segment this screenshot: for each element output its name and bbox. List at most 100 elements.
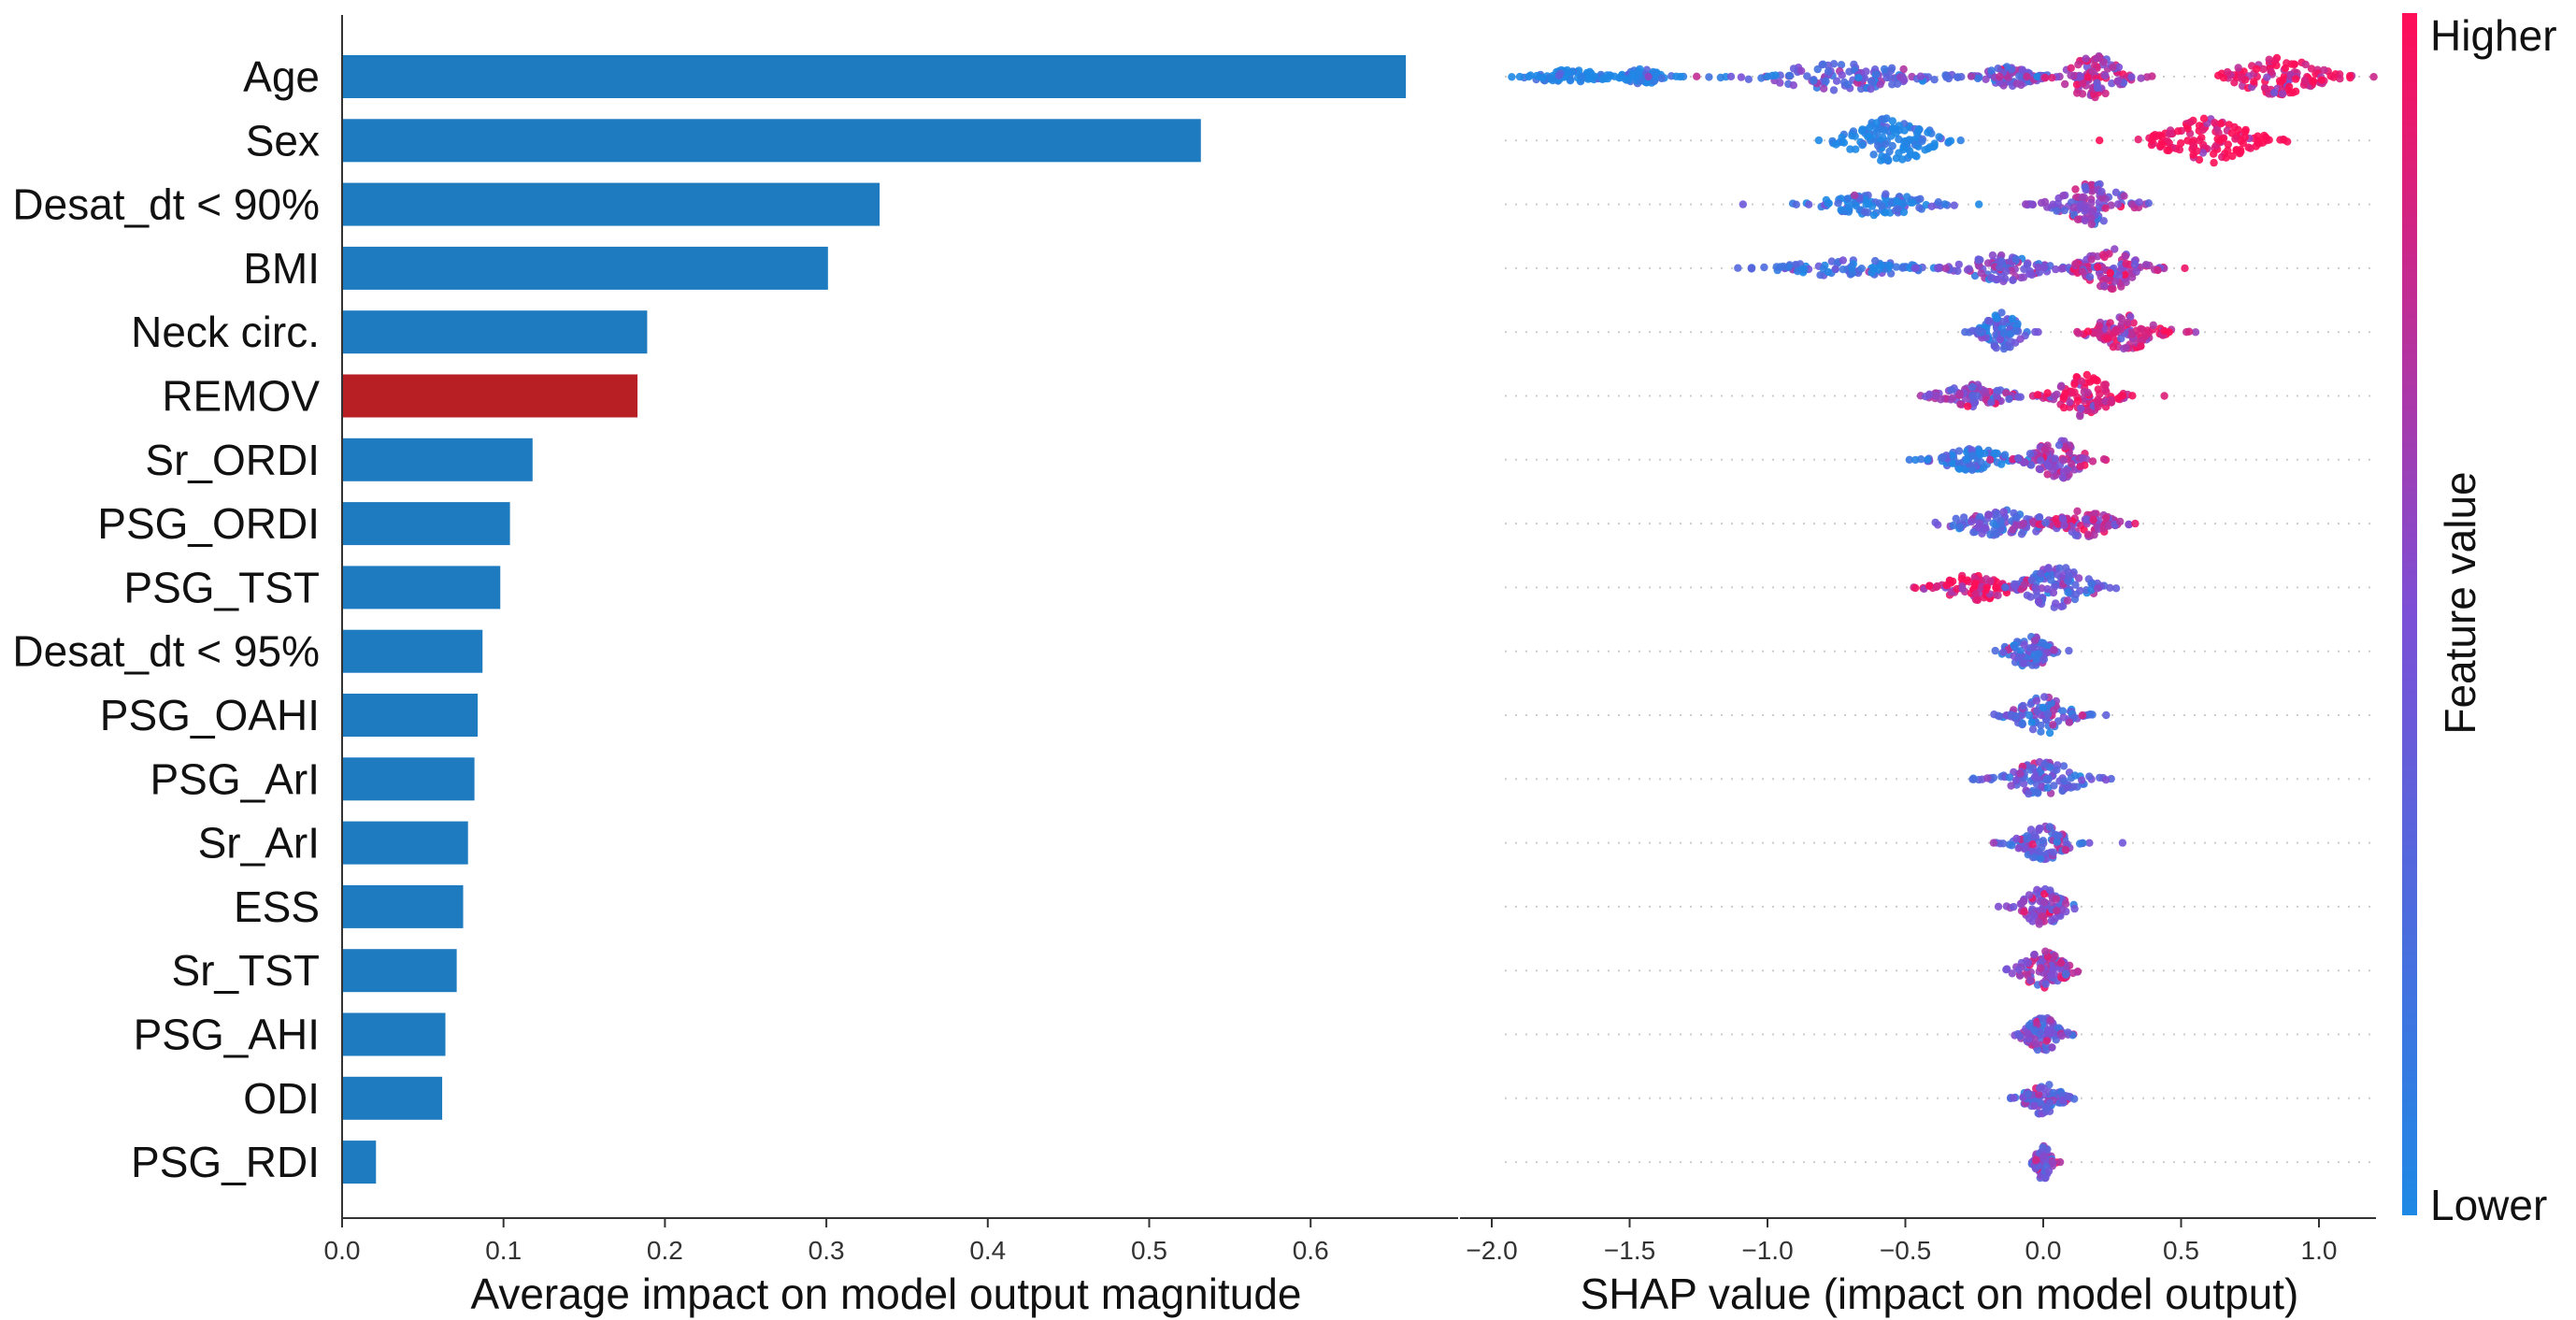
beeswarm-point [2087, 180, 2096, 189]
beeswarm-point [2025, 1090, 2033, 1098]
beeswarm-point [2026, 825, 2036, 834]
beeswarm-point [2154, 265, 2162, 275]
beeswarm-point [2270, 88, 2279, 97]
beeswarm-point [1867, 85, 1875, 93]
beeswarm-point [2014, 844, 2023, 853]
bar-feature-label: ESS [234, 882, 320, 931]
beeswarm-point [1868, 78, 1876, 86]
beeswarm-point [2011, 643, 2019, 652]
beeswarm-point [2069, 782, 2078, 791]
beeswarm-point [1999, 329, 2009, 337]
beeswarm-point [1974, 256, 1983, 265]
beeswarm-point [1734, 264, 1742, 272]
beeswarm-point [1968, 326, 1977, 335]
beeswarm-point [1900, 76, 1909, 84]
beeswarm-point [2227, 129, 2237, 137]
beeswarm-point [2020, 640, 2028, 649]
beeswarm-point [2056, 958, 2066, 968]
beeswarm-point [2030, 1101, 2039, 1111]
beeswarm-point [2039, 906, 2047, 915]
beeswarm-point [2028, 840, 2037, 849]
beeswarm-point [2088, 67, 2097, 76]
beeswarm-point [2210, 158, 2218, 167]
beeswarm-point [1866, 123, 1874, 132]
beeswarm-point [2101, 380, 2111, 389]
beeswarm-point [2058, 707, 2068, 715]
beeswarm-point [2117, 335, 2125, 343]
beeswarm-point [1880, 65, 1889, 74]
bar [342, 119, 1201, 163]
beeswarm-point [2066, 398, 2074, 407]
beeswarm-point [2104, 522, 2112, 530]
beeswarm-point [2051, 582, 2059, 591]
beeswarm-point [1834, 199, 1842, 208]
beeswarm-point [2043, 1028, 2052, 1038]
beeswarm-point [2089, 515, 2097, 524]
beeswarm-point [2023, 591, 2032, 599]
beeswarm-point [2032, 696, 2041, 705]
beeswarm-point [1990, 342, 1998, 351]
beeswarm-point [2288, 88, 2297, 97]
beeswarm-point [2045, 823, 2054, 831]
beeswarm-point [2149, 132, 2157, 140]
beeswarm-point [1869, 151, 1878, 159]
beeswarm-point [2041, 74, 2050, 82]
beeswarm-point [1997, 251, 2006, 260]
beeswarm-point [2062, 564, 2070, 572]
bar-feature-label: PSG_TST [123, 563, 320, 611]
beeswarm-point [2142, 73, 2152, 81]
beeswarm-point [2052, 895, 2060, 903]
beeswarm-point [2122, 259, 2130, 268]
beeswarm-point [2061, 79, 2069, 89]
beeswarm-point [2108, 79, 2116, 88]
beeswarm-point [2087, 214, 2096, 222]
beeswarm-point [1819, 60, 1827, 69]
beeswarm-x-tick-label: −2.0 [1466, 1236, 1517, 1265]
beeswarm-point [2081, 182, 2089, 192]
beeswarm-point [2122, 343, 2130, 352]
beeswarm-point [2005, 773, 2014, 782]
bar-feature-label: Desat_dt < 95% [12, 627, 320, 676]
beeswarm-panel: −2.0 −1.5 −1.0 −0.5 0.0 0.5 1.0 SHAP value (im… [1460, 51, 2378, 1318]
beeswarm-point [2027, 718, 2036, 726]
beeswarm-point [1940, 200, 1949, 208]
beeswarm-point [1996, 72, 2004, 81]
beeswarm-point [2051, 952, 2059, 960]
beeswarm-point [2085, 839, 2094, 847]
beeswarm-point [1797, 66, 1806, 76]
beeswarm-point [1905, 455, 1914, 464]
beeswarm-point [2049, 588, 2058, 597]
bar [342, 694, 479, 737]
beeswarm-x-tick-label: 1.0 [2301, 1236, 2338, 1265]
beeswarm-point [1575, 66, 1583, 75]
beeswarm-point [1989, 519, 1997, 527]
beeswarm-point [2278, 90, 2287, 98]
beeswarm-point [2041, 947, 2050, 955]
beeswarm-point [2141, 261, 2151, 269]
beeswarm-point [1871, 256, 1880, 265]
beeswarm-point [1847, 265, 1856, 273]
beeswarm-point [2014, 453, 2023, 463]
beeswarm-point [2078, 710, 2087, 720]
beeswarm-point [1657, 74, 1666, 83]
beeswarm-point [2101, 776, 2111, 784]
beeswarm-point [1969, 775, 1978, 783]
beeswarm-point [2175, 145, 2184, 154]
beeswarm-point [1820, 84, 1828, 93]
beeswarm-point [2163, 146, 2171, 154]
beeswarm-point [2049, 721, 2057, 729]
beeswarm-point [1861, 208, 1869, 217]
beeswarm-point [2085, 378, 2095, 386]
beeswarm-point [2044, 564, 2053, 572]
beeswarm-point [1882, 114, 1891, 122]
beeswarm-x-tick-label: 0.0 [2025, 1236, 2062, 1265]
beeswarm-point [2053, 390, 2061, 398]
beeswarm-point [1850, 191, 1859, 200]
beeswarm-point [2284, 82, 2294, 91]
beeswarm-point [1585, 67, 1595, 77]
beeswarm-point [2020, 265, 2028, 274]
beeswarm-point [2094, 263, 2102, 271]
beeswarm-point [2036, 465, 2044, 474]
beeswarm-point [2028, 725, 2038, 734]
beeswarm-point [2063, 596, 2072, 605]
